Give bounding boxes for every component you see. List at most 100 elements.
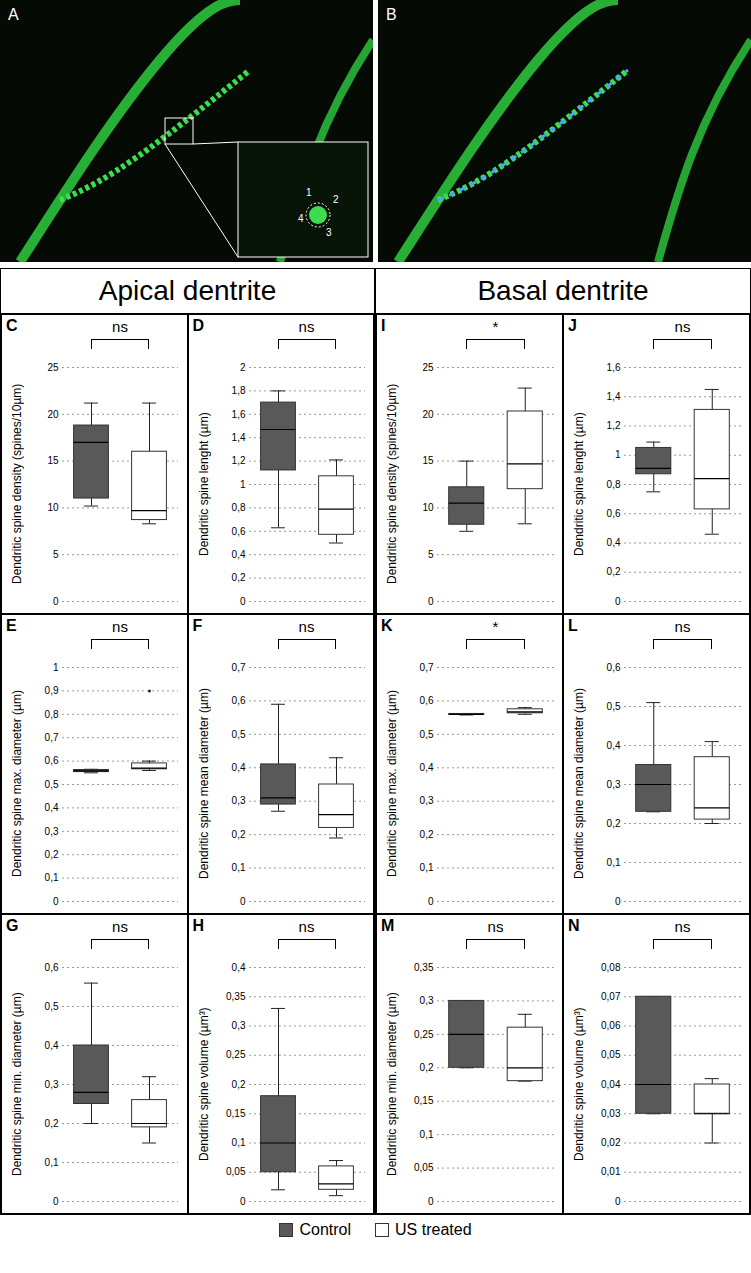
svg-text:0,25: 0,25 <box>226 1049 246 1060</box>
svg-text:0,4: 0,4 <box>231 549 245 560</box>
svg-text:1,4: 1,4 <box>231 432 245 443</box>
svg-text:0,06: 0,06 <box>601 1020 621 1031</box>
svg-text:0,1: 0,1 <box>45 872 59 883</box>
svg-text:0,5: 0,5 <box>420 729 434 740</box>
svg-text:0,1: 0,1 <box>231 862 245 873</box>
svg-text:0: 0 <box>428 1196 434 1207</box>
svg-text:25: 25 <box>422 362 434 373</box>
svg-text:0,8: 0,8 <box>607 479 621 490</box>
svg-text:5: 5 <box>428 549 434 560</box>
svg-text:0,2: 0,2 <box>231 572 245 583</box>
svg-text:0,5: 0,5 <box>45 1001 59 1012</box>
svg-text:0,6: 0,6 <box>607 662 621 673</box>
svg-text:0,8: 0,8 <box>45 709 59 720</box>
svg-text:0: 0 <box>239 596 245 607</box>
svg-text:1,4: 1,4 <box>607 391 621 402</box>
svg-text:0,08: 0,08 <box>601 962 621 973</box>
svg-text:0,2: 0,2 <box>231 829 245 840</box>
svg-text:A: A <box>8 6 19 23</box>
svg-text:0,7: 0,7 <box>45 732 59 743</box>
svg-text:0,9: 0,9 <box>45 685 59 696</box>
svg-text:0,4: 0,4 <box>45 802 59 813</box>
svg-text:3: 3 <box>326 227 332 238</box>
svg-text:0,5: 0,5 <box>45 779 59 790</box>
svg-text:2: 2 <box>333 194 339 205</box>
svg-text:0,15: 0,15 <box>226 1108 246 1119</box>
svg-text:0: 0 <box>239 1196 245 1207</box>
svg-text:0,3: 0,3 <box>420 795 434 806</box>
svg-text:0,4: 0,4 <box>607 740 621 751</box>
svg-text:0,2: 0,2 <box>607 818 621 829</box>
svg-text:0,6: 0,6 <box>607 508 621 519</box>
svg-text:0,4: 0,4 <box>607 537 621 548</box>
svg-text:0,1: 0,1 <box>420 1129 434 1140</box>
svg-text:0,2: 0,2 <box>231 1079 245 1090</box>
svg-text:0,3: 0,3 <box>607 779 621 790</box>
svg-text:0,1: 0,1 <box>607 857 621 868</box>
svg-text:2: 2 <box>239 362 245 373</box>
svg-text:0,6: 0,6 <box>45 962 59 973</box>
svg-text:0,4: 0,4 <box>231 962 245 973</box>
svg-text:0,1: 0,1 <box>420 862 434 873</box>
svg-text:0,2: 0,2 <box>607 566 621 577</box>
svg-text:1,8: 1,8 <box>231 385 245 396</box>
svg-text:0,6: 0,6 <box>231 526 245 537</box>
svg-text:0,1: 0,1 <box>45 1157 59 1168</box>
svg-text:0: 0 <box>53 896 59 907</box>
svg-text:0,03: 0,03 <box>601 1108 621 1119</box>
svg-text:0,7: 0,7 <box>231 662 245 673</box>
svg-text:0: 0 <box>615 896 621 907</box>
svg-text:20: 20 <box>422 409 434 420</box>
svg-text:1,2: 1,2 <box>231 455 245 466</box>
svg-text:0,01: 0,01 <box>601 1166 621 1177</box>
svg-text:0,05: 0,05 <box>226 1166 246 1177</box>
svg-text:1: 1 <box>53 662 59 673</box>
svg-text:0,15: 0,15 <box>414 1095 434 1106</box>
svg-text:0,3: 0,3 <box>45 1079 59 1090</box>
svg-text:1: 1 <box>239 479 245 490</box>
svg-text:0,6: 0,6 <box>45 755 59 766</box>
svg-text:0,02: 0,02 <box>601 1137 621 1148</box>
svg-text:0,6: 0,6 <box>420 695 434 706</box>
svg-text:1,6: 1,6 <box>607 362 621 373</box>
svg-text:0,2: 0,2 <box>420 1062 434 1073</box>
svg-text:1,6: 1,6 <box>231 409 245 420</box>
svg-text:0,35: 0,35 <box>226 991 246 1002</box>
svg-text:15: 15 <box>422 455 434 466</box>
svg-text:0,05: 0,05 <box>414 1162 434 1173</box>
svg-text:20: 20 <box>47 409 59 420</box>
svg-text:0,8: 0,8 <box>231 502 245 513</box>
svg-text:0: 0 <box>428 596 434 607</box>
svg-text:0: 0 <box>615 1196 621 1207</box>
svg-text:0,3: 0,3 <box>420 995 434 1006</box>
svg-text:0: 0 <box>615 596 621 607</box>
svg-text:0,4: 0,4 <box>231 762 245 773</box>
svg-text:0,4: 0,4 <box>420 762 434 773</box>
svg-text:0,25: 0,25 <box>414 1029 434 1040</box>
svg-text:25: 25 <box>47 362 59 373</box>
svg-text:0,6: 0,6 <box>231 695 245 706</box>
svg-text:0,4: 0,4 <box>45 1040 59 1051</box>
svg-text:0: 0 <box>53 596 59 607</box>
svg-text:0,04: 0,04 <box>601 1079 621 1090</box>
svg-text:0,2: 0,2 <box>420 829 434 840</box>
svg-text:0,07: 0,07 <box>601 991 621 1002</box>
svg-text:1: 1 <box>306 187 312 198</box>
svg-text:B: B <box>386 6 397 23</box>
svg-text:0: 0 <box>428 896 434 907</box>
svg-text:15: 15 <box>47 455 59 466</box>
svg-text:1: 1 <box>615 449 621 460</box>
svg-text:1,2: 1,2 <box>607 420 621 431</box>
svg-text:0,3: 0,3 <box>231 795 245 806</box>
svg-text:0: 0 <box>53 1196 59 1207</box>
svg-text:0,3: 0,3 <box>231 1020 245 1031</box>
svg-text:0,2: 0,2 <box>45 849 59 860</box>
svg-text:0,2: 0,2 <box>45 1118 59 1129</box>
svg-text:0,7: 0,7 <box>420 662 434 673</box>
svg-text:0: 0 <box>239 896 245 907</box>
svg-text:4: 4 <box>298 213 304 224</box>
svg-text:0,35: 0,35 <box>414 962 434 973</box>
svg-text:0,1: 0,1 <box>231 1137 245 1148</box>
svg-text:0,5: 0,5 <box>231 729 245 740</box>
svg-text:0,3: 0,3 <box>45 826 59 837</box>
